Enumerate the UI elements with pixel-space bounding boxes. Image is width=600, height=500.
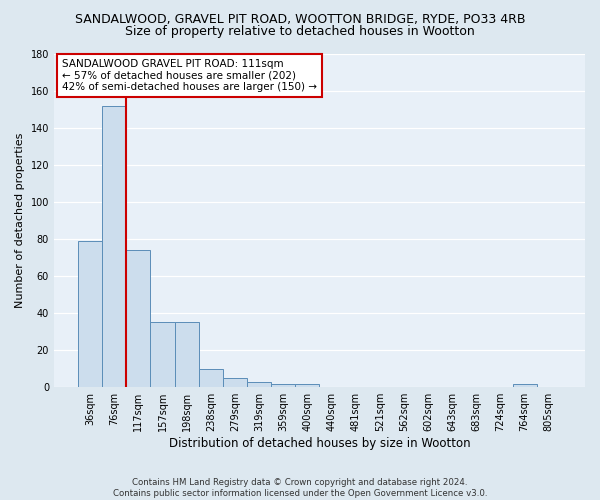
Bar — [223, 378, 247, 387]
Bar — [102, 106, 127, 387]
Bar — [295, 384, 319, 387]
Text: SANDALWOOD GRAVEL PIT ROAD: 111sqm
← 57% of detached houses are smaller (202)
42: SANDALWOOD GRAVEL PIT ROAD: 111sqm ← 57%… — [62, 59, 317, 92]
Bar — [175, 322, 199, 387]
Bar — [247, 382, 271, 387]
Bar — [199, 368, 223, 387]
Text: Contains HM Land Registry data © Crown copyright and database right 2024.
Contai: Contains HM Land Registry data © Crown c… — [113, 478, 487, 498]
Text: Size of property relative to detached houses in Wootton: Size of property relative to detached ho… — [125, 25, 475, 38]
Bar — [127, 250, 151, 387]
Bar — [271, 384, 295, 387]
Bar — [78, 241, 102, 387]
Y-axis label: Number of detached properties: Number of detached properties — [15, 133, 25, 308]
Bar — [151, 322, 175, 387]
Text: SANDALWOOD, GRAVEL PIT ROAD, WOOTTON BRIDGE, RYDE, PO33 4RB: SANDALWOOD, GRAVEL PIT ROAD, WOOTTON BRI… — [75, 12, 525, 26]
X-axis label: Distribution of detached houses by size in Wootton: Distribution of detached houses by size … — [169, 437, 470, 450]
Bar — [512, 384, 537, 387]
